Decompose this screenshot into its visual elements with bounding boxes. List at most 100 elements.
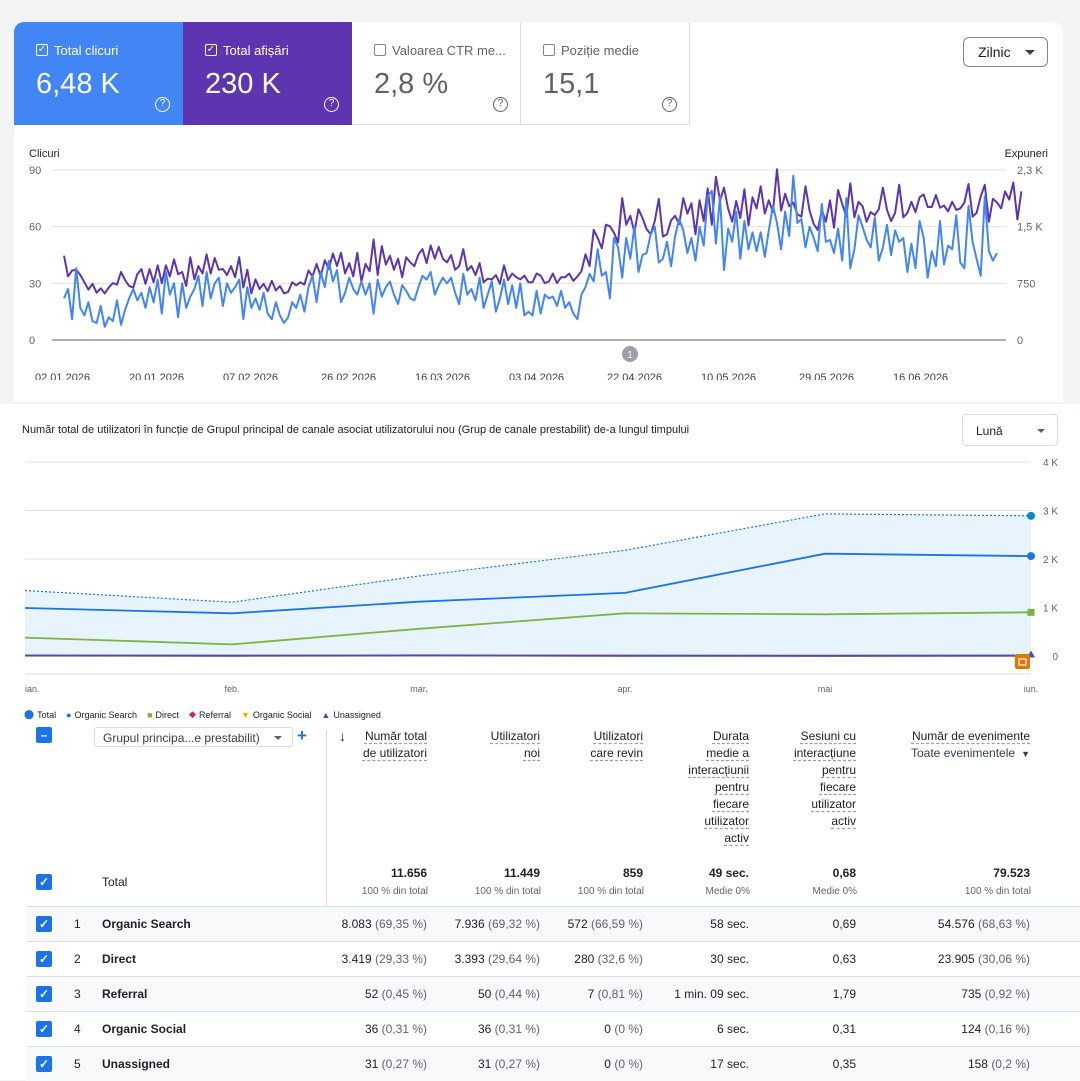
legend-item-organic-social[interactable]: ▼Organic Social [241,709,311,720]
legend-item-organic-search[interactable]: ●Organic Search [66,709,137,720]
row-cell: 280 (32,6 %) [574,952,643,966]
column-header-line: pentru [756,762,856,779]
row-checkbox[interactable]: ✓ [36,1056,52,1072]
legend-item-referral[interactable]: ◆Referral [189,709,231,720]
cell-percent: (0,92 %) [985,987,1030,1001]
row-cell: 6 sec. [717,1022,749,1036]
cell-percent: (68,63 %) [978,917,1030,931]
header-text: Număr total [365,729,427,743]
legend-item-direct[interactable]: ■Direct [147,709,179,720]
annotation-marker-label: 1 [627,350,633,361]
legend-label: Organic Social [253,710,312,720]
row-checkbox[interactable]: ✓ [36,916,52,932]
row-cell: 572 (66,59 %) [568,917,643,931]
x-tick-label: 02.01.2026 [35,372,90,380]
x-tick-label: ian. [25,684,40,694]
cell-percent: (0,44 %) [495,987,540,1001]
left-tick-label: 90 [29,165,41,177]
row-checkbox[interactable]: ✓ [36,986,52,1002]
header-text: Durata [713,729,749,743]
cell-value: 0,69 [833,917,856,931]
total-value: 11.656 [391,866,427,880]
cell-value: 8.083 [342,917,372,931]
row-cell: 3.393 (29,64 %) [455,952,540,966]
cell-value: 3.419 [342,952,372,966]
row-channel-name: Unassigned [102,1057,170,1071]
column-header-line: interacțiunii [649,762,749,779]
column-header-line: utilizator [756,796,856,813]
column-header-line: pentru [649,779,749,796]
row-cell: 7.936 (69,32 %) [455,917,540,931]
legend-item-total[interactable]: ⬤Total [24,709,56,720]
legend-item-unassigned[interactable]: ▲Unassigned [321,709,380,720]
insight-icon[interactable] [1015,654,1030,669]
row-cell: 0,69 [833,917,856,931]
cell-value: 36 [478,1022,491,1036]
add-dimension-icon[interactable]: + [297,726,307,746]
left-tick-label: 30 [29,278,41,290]
cell-percent: (32,6 %) [598,952,643,966]
event-select[interactable]: Toate evenimentele▼ [870,745,1030,763]
total-row-checkbox[interactable]: ✓ [36,874,52,890]
dimension-select-value: Grupul principa...e prestabilit) [103,731,260,745]
total-subtext: 100 % din total [965,886,1031,897]
dimension-select[interactable]: Grupul principa...e prestabilit) [94,727,293,747]
cell-value: 52 [365,987,378,1001]
header-text: care revin [590,746,643,760]
row-cell: 17 sec. [710,1057,749,1071]
column-header-line: Utilizatori [543,728,643,745]
row-channel-name: Organic Social [102,1022,186,1036]
cell-value: 17 sec. [710,1057,749,1071]
column-header-line: utilizator [649,813,749,830]
total-subtext: 100 % din total [362,886,428,897]
cell-percent: (66,59 %) [591,917,643,931]
column-header-6[interactable]: Număr de evenimente Toate evenimentele▼ [870,728,1030,763]
header-text: de utilizatori [363,746,427,760]
header-text: activ [724,831,749,845]
cell-value: 50 [478,987,491,1001]
cell-percent: (0,27 %) [382,1057,427,1071]
header-text: utilizator [704,814,749,828]
total-subtext: Medie 0% [706,886,750,897]
row-cell: 36 (0,31 %) [478,1022,540,1036]
column-header-1[interactable]: Număr total de utilizatori [327,728,427,762]
legend-label: Direct [156,710,180,720]
pin-icon: ⬤ [24,709,34,720]
row-cell: 1 min. 09 sec. [674,987,749,1001]
total-end-marker[interactable] [1027,512,1035,520]
header-text: interacțiunii [688,763,749,777]
y-tick-label: 1 K [1043,604,1058,615]
row-index: 5 [74,1057,81,1071]
x-tick-label: feb. [224,684,239,694]
row-cell: 0 (0 %) [604,1057,643,1071]
row-cell: 0,63 [833,952,856,966]
cell-percent: (29,33 %) [375,952,427,966]
organic-search-end-marker[interactable] [1027,552,1035,560]
direct-end-marker[interactable] [1028,609,1035,616]
row-channel-name: Referral [102,987,147,1001]
header-text: activ [831,814,856,828]
row-checkbox[interactable]: ✓ [36,951,52,967]
header-text: Număr de evenimente [912,729,1030,743]
cell-value: 0 [604,1022,611,1036]
row-checkbox[interactable]: ✓ [36,1021,52,1037]
column-header-line: interacțiune [756,745,856,762]
row-cell: 58 sec. [710,917,749,931]
select-all-checkbox[interactable]: – [36,727,52,743]
cell-value: 3.393 [455,952,485,966]
column-header-line: Număr total [327,728,427,745]
column-header-line: Număr de evenimente [870,728,1030,745]
header-text: utilizator [811,797,856,811]
legend-label: Unassigned [333,710,381,720]
